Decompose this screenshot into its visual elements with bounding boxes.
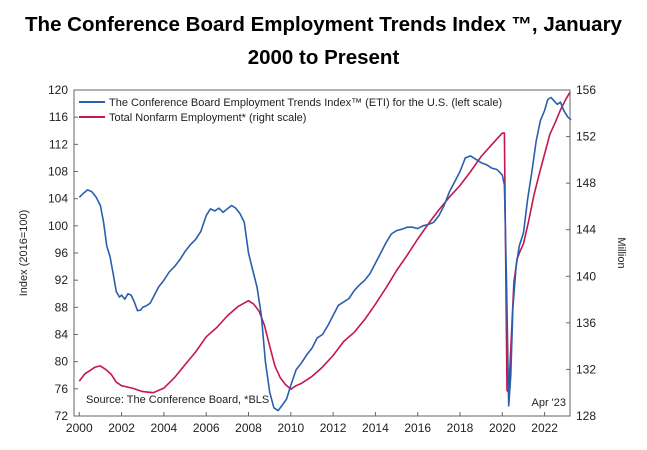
left-axis-title: Index (2016=100) [18,210,30,297]
right-tick-label-152: 152 [576,130,596,144]
x-tick-label-2014: 2014 [362,421,389,435]
right-tick-label-128: 128 [576,409,596,423]
legend-label-eti: The Conference Board Employment Trends I… [109,97,502,109]
series-layer [78,91,572,412]
left-tick-label-72: 72 [55,409,69,423]
employment-series-line [78,91,571,394]
right-tick-label-132: 132 [576,362,596,376]
legend: The Conference Board Employment Trends I… [79,97,502,124]
left-tick-label-104: 104 [48,192,68,206]
x-tick-label-2008: 2008 [235,421,262,435]
chart-title-line-2: 2000 to Present [247,46,400,69]
left-tick-label-100: 100 [48,219,68,233]
left-tick-label-88: 88 [55,300,69,314]
left-tick-label-76: 76 [55,382,69,396]
x-tick-label-2012: 2012 [320,421,347,435]
x-tick-label-2002: 2002 [108,421,135,435]
left-tick-label-116: 116 [49,110,68,124]
x-axis: 2000 2002 2004 2006 2008 2010 2012 2014 2016 2018… [66,412,558,435]
left-axis: 72 76 80 84 88 92 96 100 104 108 112 116 120 [48,83,78,423]
right-tick-label-144: 144 [576,223,596,237]
left-tick-label-92: 92 [55,273,69,287]
x-tick-label-2016: 2016 [404,421,431,435]
legend-label-employment: Total Nonfarm Employment* (right scale) [109,112,306,124]
x-tick-label-2006: 2006 [193,421,220,435]
date-note: Apr '23 [531,397,566,409]
eti-series-line [78,96,572,412]
right-axis-title: Million [615,237,627,268]
x-tick-label-2010: 2010 [277,421,304,435]
x-tick-label-2004: 2004 [151,421,178,435]
left-tick-label-108: 108 [48,165,68,179]
chart-title-line-1: The Conference Board Employment Trends I… [25,13,622,36]
left-tick-label-120: 120 [48,83,68,97]
source-note: Source: The Conference Board, *BLS [86,394,269,406]
x-tick-label-2022: 2022 [531,421,558,435]
right-tick-label-136: 136 [576,316,596,330]
x-tick-label-2000: 2000 [66,421,93,435]
right-tick-label-156: 156 [576,83,596,97]
x-tick-label-2018: 2018 [447,421,474,435]
chart-title: The Conference Board Employment Trends I… [0,8,647,74]
right-tick-label-140: 140 [576,269,596,283]
left-tick-label-96: 96 [55,246,69,260]
left-tick-label-80: 80 [55,355,69,369]
x-tick-label-2020: 2020 [489,421,516,435]
left-tick-label-84: 84 [55,328,69,342]
right-axis: 128 132 136 140 144 148 152 156 [566,83,596,423]
right-tick-label-148: 148 [576,176,596,190]
left-tick-label-112: 112 [49,137,68,151]
